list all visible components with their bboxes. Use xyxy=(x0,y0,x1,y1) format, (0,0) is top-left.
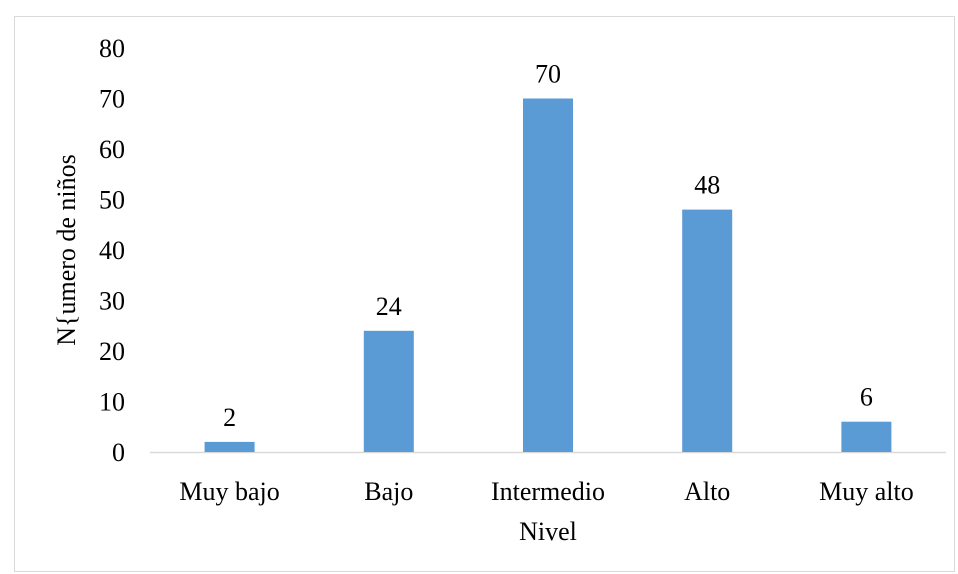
x-tick-label: Muy bajo xyxy=(179,477,279,506)
bar xyxy=(363,330,414,452)
data-label: 48 xyxy=(694,171,720,200)
data-label: 6 xyxy=(860,383,873,412)
data-labels: 2 24 70 48 6 xyxy=(223,60,873,432)
y-axis-title: N{umero de niños xyxy=(52,154,81,346)
y-axis-ticks: 0 10 20 30 40 50 60 70 80 xyxy=(99,34,125,467)
data-label: 2 xyxy=(223,403,236,432)
x-tick-label: Muy alto xyxy=(819,477,914,506)
x-axis-ticks: Muy bajo Bajo Intermedio Alto Muy alto xyxy=(179,477,913,506)
data-label: 24 xyxy=(376,292,402,321)
x-tick-label: Alto xyxy=(684,477,730,506)
bars xyxy=(204,98,892,452)
y-tick-label: 20 xyxy=(99,337,125,366)
y-tick-label: 30 xyxy=(99,287,125,316)
x-tick-label: Intermedio xyxy=(491,477,605,506)
data-label: 70 xyxy=(535,60,561,89)
y-tick-label: 70 xyxy=(99,85,125,114)
y-tick-label: 10 xyxy=(99,388,125,417)
y-tick-label: 40 xyxy=(99,236,125,265)
bar xyxy=(682,209,733,452)
x-axis-title: Nivel xyxy=(519,517,577,546)
bar xyxy=(204,441,255,452)
y-tick-label: 60 xyxy=(99,135,125,164)
x-tick-label: Bajo xyxy=(364,477,413,506)
chart-frame xyxy=(14,16,955,572)
bar xyxy=(523,98,573,452)
bar xyxy=(841,421,892,452)
y-tick-label: 0 xyxy=(112,438,125,467)
y-tick-label: 80 xyxy=(99,34,125,63)
y-tick-label: 50 xyxy=(99,186,125,215)
